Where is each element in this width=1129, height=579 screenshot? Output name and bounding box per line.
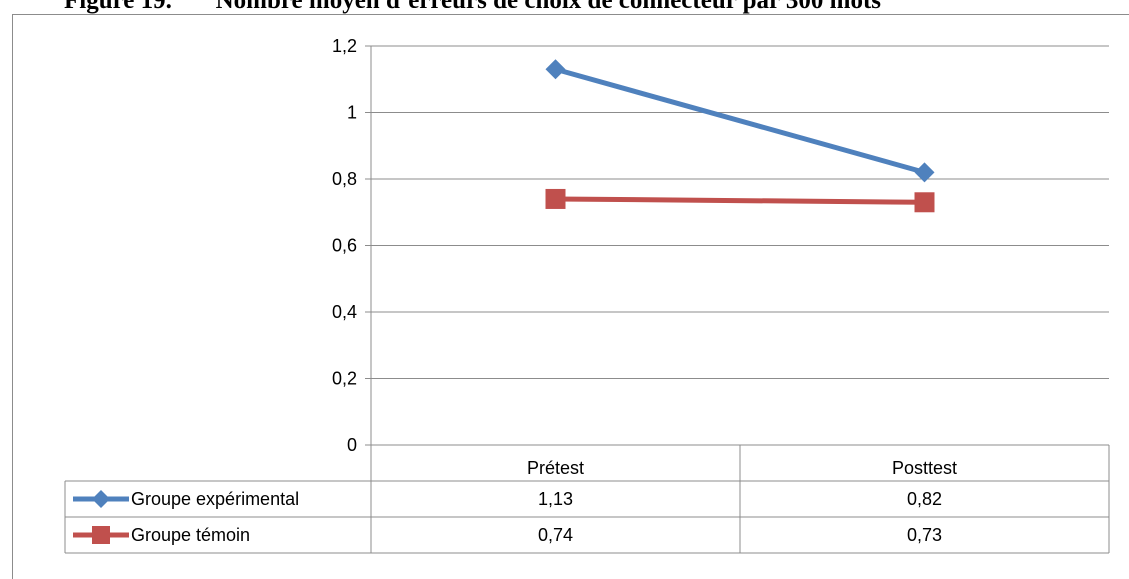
y-tick-label: 0,2 [332,369,357,389]
legend-square-marker [92,526,110,544]
data-point-square [545,188,566,209]
data-label: 0,74 [538,525,573,545]
data-label: 0,73 [907,525,942,545]
data-label: 1,13 [538,489,573,509]
y-tick-label: 0,6 [332,236,357,256]
y-tick-label: 0,8 [332,169,357,189]
figure-caption: Figure 19. Nombre moyen d’erreurs de cho… [64,0,882,14]
series-line [554,66,926,175]
data-point-diamond [545,59,566,80]
y-tick-label: 0 [347,435,357,455]
legend-label: Groupe témoin [131,525,250,545]
legend-label: Groupe expérimental [131,489,299,509]
category-label: Posttest [892,458,957,478]
legend-diamond-marker [92,490,110,508]
series-line [555,196,925,205]
y-tick-label: 1,2 [332,36,357,56]
data-point-square [914,192,935,213]
data-point-diamond [914,162,935,183]
y-tick-label: 1 [347,103,357,123]
chart-frame [12,14,1129,579]
data-label: 0,82 [907,489,942,509]
category-label: Prétest [527,458,584,478]
y-tick-label: 0,4 [332,302,357,322]
